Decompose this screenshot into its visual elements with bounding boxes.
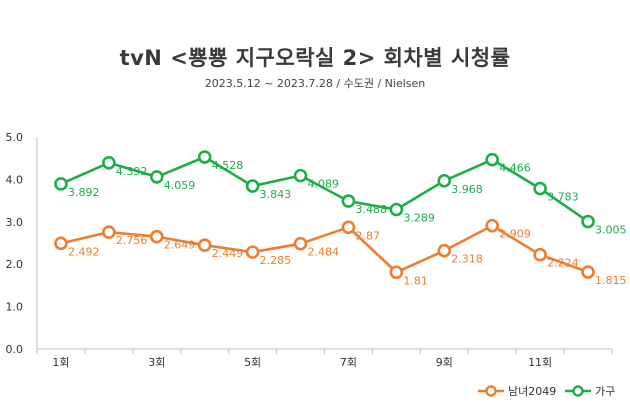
x-tick-label: 11회 — [528, 356, 552, 369]
x-tick-label: 3회 — [148, 356, 165, 369]
legend-item-household: 가구 — [565, 385, 615, 398]
legend-label: 가구 — [595, 385, 615, 398]
legend-swatch-marker — [572, 385, 584, 397]
data-point — [102, 155, 116, 170]
data-point — [197, 150, 212, 164]
data-point — [341, 194, 356, 208]
data-label: 3.289 — [403, 212, 435, 225]
y-axis-labels: 0.0 1.0 2.0 3.0 4.0 5.0 — [6, 131, 24, 356]
x-tick-label: 1회 — [52, 356, 69, 369]
data-point — [149, 170, 164, 184]
legend: 남녀2049 가구 — [478, 385, 615, 398]
data-label: 3.488 — [355, 203, 387, 216]
data-point — [245, 179, 260, 193]
data-point — [341, 220, 356, 235]
data-point — [581, 265, 595, 279]
legend-item-demo2049: 남녀2049 — [478, 385, 556, 398]
y-tick-label: 3.0 — [6, 216, 24, 229]
x-tick-label: 9회 — [436, 356, 453, 369]
data-label: 3.005 — [595, 224, 627, 237]
data-label: 1.815 — [595, 274, 627, 287]
series-line — [60, 224, 589, 274]
data-label: 2.87 — [355, 229, 380, 242]
data-label: 3.892 — [68, 186, 100, 199]
data-point — [293, 236, 308, 251]
data-point — [533, 181, 547, 196]
data-label: 4.528 — [212, 159, 244, 172]
chart-title: tvN <뿅뿅 지구오락실 2> 회차별 시청률 — [119, 46, 511, 70]
data-label: 3.783 — [547, 191, 579, 204]
data-label: 2.285 — [260, 254, 292, 267]
data-point — [485, 218, 500, 233]
data-label: 3.968 — [451, 183, 483, 196]
y-tick-label: 0.0 — [6, 343, 24, 356]
data-label: 2.492 — [68, 245, 100, 258]
data-point — [437, 243, 452, 258]
data-label: 4.392 — [116, 165, 148, 178]
data-point — [389, 202, 404, 217]
data-point — [293, 168, 308, 183]
data-point — [437, 173, 452, 188]
y-tick-label: 2.0 — [6, 258, 24, 271]
data-label: 3.843 — [260, 188, 292, 201]
data-label: 2.909 — [499, 228, 531, 241]
data-point — [581, 214, 595, 229]
data-label: 4.089 — [308, 178, 340, 191]
data-label: 2.649 — [164, 239, 196, 252]
y-tick-label: 5.0 — [6, 131, 24, 144]
data-point — [389, 265, 404, 280]
series-line — [60, 155, 589, 223]
data-label: 2.224 — [547, 257, 579, 270]
data-point — [54, 236, 68, 251]
data-label: 2.756 — [116, 234, 148, 247]
x-tick-label: 7회 — [340, 356, 357, 369]
y-tick-label: 1.0 — [6, 301, 24, 314]
series-household: 3.892 4.392 4.059 4.528 3.843 4.089 3.488 3.289… — [54, 150, 627, 237]
x-axis-labels: 1회 3회 5회 7회 9회 11회 — [52, 356, 552, 369]
data-point — [533, 247, 547, 262]
data-point — [54, 177, 68, 191]
legend-swatch-marker — [485, 385, 497, 397]
data-point — [197, 238, 212, 252]
data-label: 4.466 — [499, 162, 531, 175]
data-label: 2.449 — [212, 247, 244, 260]
data-point — [245, 245, 260, 259]
data-label: 2.318 — [451, 253, 483, 266]
data-point — [149, 229, 164, 244]
legend-label: 남녀2049 — [508, 385, 556, 398]
y-tick-label: 4.0 — [6, 173, 24, 186]
data-label: 1.81 — [403, 274, 428, 287]
x-tick-label: 5회 — [244, 356, 261, 369]
series-demo2049: 2.492 2.756 2.649 2.449 2.285 2.484 2.87 1.81 2.… — [54, 218, 627, 287]
series-layer: 2.492 2.756 2.649 2.449 2.285 2.484 2.87 1.81 2.… — [54, 150, 627, 287]
data-point — [102, 225, 116, 239]
chart-subtitle: 2023.5.12 ~ 2023.7.28 / 수도권 / Nielsen — [204, 77, 426, 90]
axes — [36, 137, 613, 354]
data-label: 2.484 — [308, 246, 340, 259]
data-label: 4.059 — [164, 179, 196, 192]
data-point — [485, 152, 500, 167]
